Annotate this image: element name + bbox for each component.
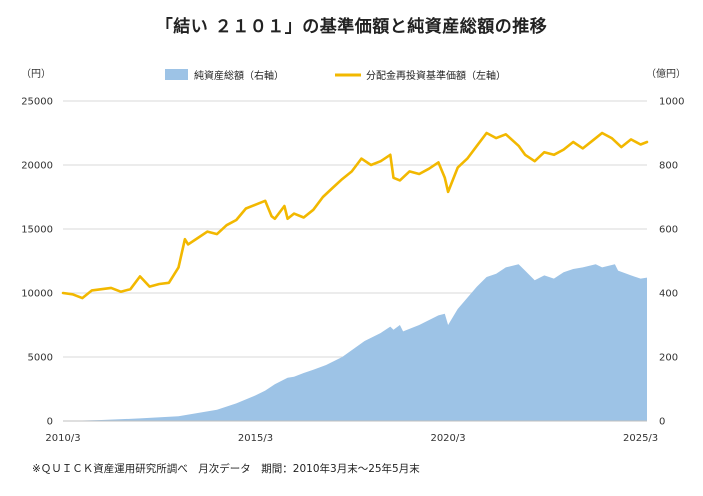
legend-label-net-assets: 純資産総額（右軸） [194,69,284,82]
axes: 0 5000 10000 15000 20000 25000 0 200 400 600 800 10… [21,67,686,444]
source-note: ※ＱＵＩＣＫ資産運用研究所調べ 月次データ 期間：2010年3月末～25年5月末 [32,463,420,475]
left-axis-tick: 15000 [21,225,53,236]
right-axis-tick: 200 [659,353,678,364]
x-axis-tick: 2010/3 [45,433,80,444]
nav-line-layer [61,131,649,300]
x-axis-tick: 2025/3 [623,433,658,444]
right-axis-tick: 800 [659,161,678,172]
right-axis-tick: 400 [659,289,678,300]
legend: 純資産総額（右軸） 分配金再投資基準価額（左軸） [165,69,506,82]
left-axis-unit: （円） [21,68,51,80]
right-axis-tick: 600 [659,225,678,236]
left-axis-tick: 5000 [28,353,53,364]
legend-swatch-net-assets [165,69,188,80]
left-axis-tick: 20000 [21,161,53,172]
net-assets-area-layer [63,264,647,421]
x-axis-tick: 2015/3 [238,433,273,444]
left-axis-tick: 25000 [21,97,53,108]
left-axis-tick: 0 [47,417,53,428]
right-axis-unit: （億円） [646,67,686,80]
legend-label-nav: 分配金再投資基準価額（左軸） [366,69,506,82]
chart-title: 「結い ２１０１」の基準価額と純資産総額の推移 [155,17,548,37]
right-axis-tick: 0 [659,417,665,428]
nav-line [61,131,649,300]
net-assets-area [63,264,647,421]
right-axis-tick: 1000 [659,97,684,108]
x-axis-tick: 2020/3 [430,433,465,444]
left-axis-tick: 10000 [21,289,53,300]
